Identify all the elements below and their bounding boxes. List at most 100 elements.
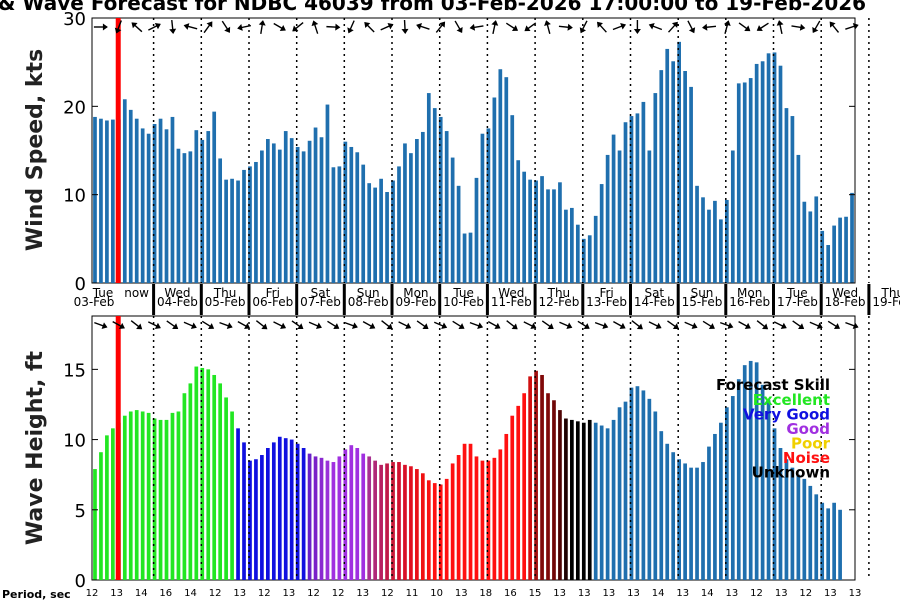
wave-bar	[665, 443, 670, 580]
arrow-head	[333, 323, 340, 330]
arrow-head	[648, 23, 655, 30]
direction-arrow	[684, 321, 698, 330]
direction-arrow	[631, 320, 643, 330]
wind-bar	[444, 131, 449, 283]
legend-title: Forecast Skill	[716, 376, 830, 394]
wave-bar	[420, 473, 425, 580]
x-date-label: 14-Feb	[634, 295, 675, 309]
wave-bar	[534, 370, 538, 580]
direction-arrow	[148, 321, 161, 330]
direction-arrow	[738, 320, 751, 330]
wind-bar	[486, 128, 491, 283]
wave-bar	[784, 459, 789, 580]
period-value: 12	[332, 588, 345, 599]
x-day-label: Wed	[164, 286, 190, 300]
wind-bar	[736, 83, 741, 284]
wave-bar	[570, 419, 574, 580]
direction-arrow	[597, 21, 607, 33]
wind-bar	[629, 116, 634, 283]
arrow-head	[671, 21, 678, 28]
arrow-head	[279, 24, 286, 32]
period-value: 13	[553, 588, 566, 599]
arrow-head	[672, 323, 679, 330]
direction-arrow	[487, 320, 501, 330]
wind-bar	[546, 189, 550, 283]
wind-bar	[254, 161, 258, 283]
y-tick-label: 0	[75, 571, 86, 592]
x-day-label: Wed	[832, 286, 858, 300]
direction-arrow	[702, 23, 717, 31]
arrow-head	[833, 323, 841, 330]
legend-item: Poor	[791, 435, 831, 453]
wind-bar	[665, 48, 670, 283]
wave-bar	[659, 431, 664, 580]
direction-arrow	[237, 23, 251, 31]
arrow-head	[208, 323, 215, 330]
wave-bar	[724, 407, 729, 580]
wind-bar	[540, 176, 544, 283]
wave-y-axis-label: Wave Height, ft	[23, 350, 48, 545]
wave-bar	[111, 428, 115, 580]
wave-bar	[778, 448, 783, 580]
wind-bar	[605, 154, 610, 283]
x-date-label: 09-Feb	[395, 295, 436, 309]
period-value: 13	[824, 588, 837, 599]
direction-arrow	[94, 321, 108, 329]
wind-bar	[838, 217, 842, 283]
period-value: 12	[307, 588, 320, 599]
arrow-head	[812, 26, 819, 34]
direction-arrow	[112, 320, 125, 330]
direction-arrow	[166, 320, 179, 330]
wind-bar	[558, 182, 562, 283]
direction-arrow	[559, 321, 573, 330]
x-date-label: 13-Feb	[586, 295, 627, 309]
wind-bar	[152, 124, 157, 283]
axis-labels: Tue Wed Thu Fri Sat Sun Mon Tue Wed Thu Fri Sat Sun M…	[23, 49, 900, 545]
direction-arrow	[203, 21, 213, 34]
wind-bar	[409, 153, 413, 283]
direction-arrow	[344, 321, 358, 329]
wave-bar	[587, 419, 592, 580]
arrow-head	[798, 323, 805, 330]
arrow-head	[655, 322, 662, 330]
wave-bar	[635, 386, 640, 580]
wave-bar	[468, 443, 473, 580]
arrow-head	[744, 322, 751, 330]
wave-bar	[283, 438, 288, 580]
wind-bar	[611, 134, 616, 283]
arrow-head	[154, 22, 161, 30]
legend-item: Unknown	[752, 464, 830, 482]
wave-bar	[152, 418, 157, 580]
legend-item: Very Good	[743, 406, 830, 424]
wind-bar	[283, 131, 288, 283]
wind-bar	[820, 230, 825, 283]
wind-bar	[367, 183, 372, 283]
wave-bar	[695, 467, 699, 580]
wind-bar	[391, 180, 395, 283]
wave-bar	[254, 459, 258, 580]
wind-bar	[575, 224, 580, 283]
direction-arrow	[292, 22, 304, 32]
wind-bar	[301, 151, 306, 283]
direction-arrow	[687, 20, 696, 34]
wave-bar	[504, 433, 509, 580]
arrow-head	[315, 322, 322, 330]
arrow-head	[118, 322, 125, 330]
wave-bar	[456, 455, 461, 580]
wave-bar	[772, 428, 777, 580]
wave-bar	[611, 419, 616, 580]
wave-bar	[438, 484, 443, 580]
x-date-label: 04-Feb	[157, 295, 198, 309]
wave-bar	[200, 367, 205, 580]
wave-bar	[307, 453, 312, 580]
arrow-head	[691, 322, 698, 330]
wind-bar	[212, 111, 217, 283]
chart-title: & Wave Forecast for NDBC 46039 from 03-F…	[0, 0, 866, 15]
arrow-head	[567, 23, 573, 31]
wind-bar	[802, 201, 807, 283]
wave-bar	[575, 421, 580, 580]
wind-bar	[832, 225, 836, 283]
direction-arrow	[524, 22, 537, 32]
wind-bar	[93, 116, 97, 284]
arrow-head	[102, 23, 108, 31]
